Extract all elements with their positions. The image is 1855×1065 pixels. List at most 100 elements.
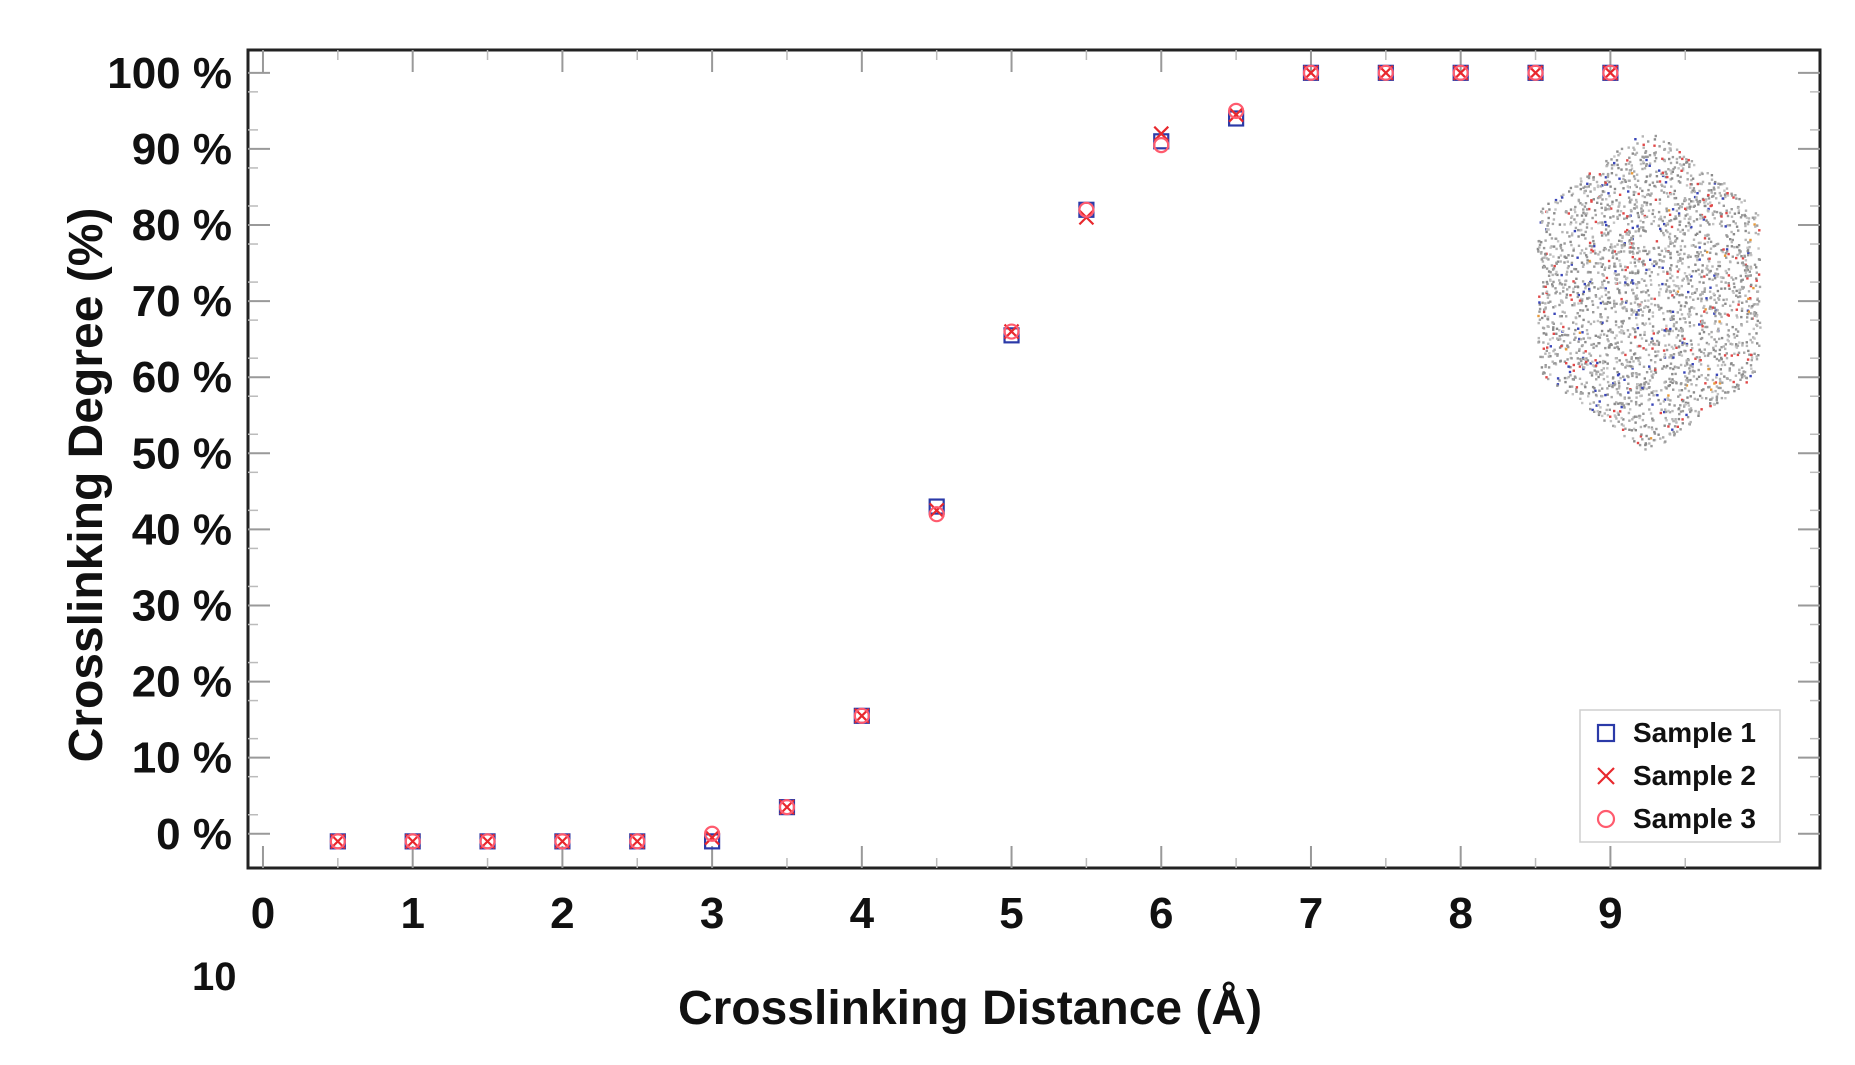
inset-atom [1609, 216, 1612, 219]
point-sample-3-5 [704, 825, 721, 842]
inset-atom [1699, 251, 1702, 254]
inset-atom [1605, 208, 1608, 211]
inset-atom [1541, 256, 1544, 260]
inset-atom [1616, 287, 1619, 291]
inset-atom [1590, 343, 1593, 346]
inset-atom [1676, 260, 1680, 264]
inset-atom [1666, 396, 1669, 400]
inset-atom [1726, 194, 1730, 197]
inset-atom [1611, 331, 1614, 334]
inset-atom [1565, 315, 1568, 318]
inset-atom [1713, 192, 1717, 195]
inset-atom [1710, 174, 1714, 177]
inset-atom [1578, 299, 1582, 302]
inset-atom [1554, 237, 1557, 240]
inset-atom [1726, 235, 1729, 238]
inset-atom [1569, 374, 1572, 377]
inset-atom [1724, 252, 1728, 255]
inset-atom [1605, 276, 1609, 280]
inset-atom [1666, 175, 1669, 179]
inset-atom [1635, 151, 1639, 155]
inset-atom [1552, 322, 1555, 325]
inset-atom [1680, 382, 1683, 385]
inset-atom [1631, 372, 1635, 375]
inset-atom [1587, 392, 1591, 395]
inset-atom [1628, 239, 1632, 242]
inset-atom [1638, 344, 1641, 348]
inset-atom [1606, 393, 1609, 396]
inset-atom [1680, 205, 1683, 209]
inset-atom [1553, 212, 1556, 215]
inset-atom [1643, 216, 1647, 219]
inset-atom [1726, 244, 1729, 248]
inset-atom [1675, 157, 1679, 161]
inset-atom [1544, 306, 1547, 309]
inset-atom [1699, 182, 1702, 185]
inset-atom [1602, 333, 1606, 336]
inset-atom [1730, 215, 1734, 218]
inset-atom [1676, 334, 1680, 337]
inset-atom [1715, 301, 1718, 304]
inset-atom [1742, 370, 1745, 373]
inset-atom [1714, 381, 1718, 384]
inset-atom [1728, 367, 1731, 370]
inset-atom [1690, 160, 1694, 163]
inset-atom [1734, 328, 1738, 331]
inset-atom [1652, 390, 1655, 393]
inset-atom [1624, 366, 1627, 369]
inset-atom [1574, 226, 1578, 230]
inset-atom [1581, 331, 1584, 334]
inset-atom [1686, 279, 1690, 282]
inset-atom [1628, 251, 1632, 254]
inset-atom [1639, 435, 1643, 438]
inset-atom [1713, 217, 1716, 220]
inset-atom [1654, 354, 1657, 358]
inset-atom [1668, 272, 1672, 275]
inset-atom [1680, 389, 1684, 392]
inset-atom [1585, 255, 1589, 259]
inset-atom [1667, 394, 1670, 397]
inset-atom [1686, 380, 1690, 383]
inset-atom [1661, 367, 1664, 370]
inset-atom [1685, 344, 1689, 347]
inset-atom [1552, 332, 1555, 335]
inset-atom [1732, 291, 1735, 294]
inset-atom [1688, 163, 1691, 166]
inset-atom [1682, 317, 1685, 320]
inset-atom [1707, 352, 1710, 355]
inset-atom [1753, 370, 1756, 373]
inset-atom [1591, 303, 1595, 306]
inset-atom [1643, 201, 1646, 204]
inset-atom [1697, 410, 1701, 414]
inset-atom [1710, 191, 1713, 194]
inset-atom [1628, 271, 1632, 274]
inset-atom [1584, 287, 1587, 290]
inset-atom [1609, 415, 1612, 418]
inset-atom [1661, 184, 1664, 188]
inset-atom [1629, 408, 1632, 411]
inset-atom [1710, 178, 1714, 181]
inset-atom [1628, 396, 1631, 400]
inset-atom [1675, 284, 1678, 288]
inset-atom [1753, 314, 1756, 317]
inset-atom [1566, 231, 1569, 234]
inset-atom [1630, 220, 1634, 223]
inset-atom [1562, 329, 1565, 333]
inset-atom [1651, 311, 1655, 314]
inset-atom [1714, 272, 1717, 275]
inset-atom [1673, 404, 1676, 407]
inset-atom [1689, 255, 1692, 258]
inset-atom [1593, 286, 1596, 289]
inset-atom [1684, 301, 1688, 304]
inset-atom [1616, 371, 1619, 374]
inset-atom [1583, 205, 1587, 208]
inset-atom [1540, 251, 1543, 254]
inset-atom [1642, 146, 1645, 149]
inset-atom [1722, 345, 1725, 348]
inset-atom [1547, 274, 1551, 277]
inset-atom [1602, 274, 1605, 277]
inset-atom [1665, 172, 1668, 176]
inset-atom [1621, 322, 1624, 325]
inset-atom [1628, 231, 1631, 234]
inset-atom [1663, 148, 1666, 151]
